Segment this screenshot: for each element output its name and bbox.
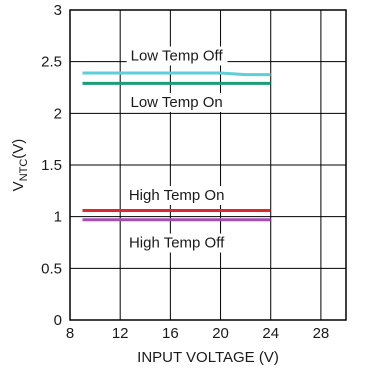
annotation-text-0: Low Temp Off bbox=[131, 47, 224, 64]
x-tick-label-0: 8 bbox=[66, 325, 74, 342]
y-tick-label-5: 2.5 bbox=[41, 54, 62, 71]
series-lines bbox=[82, 71, 271, 222]
x-tick-label-2: 16 bbox=[162, 325, 179, 342]
y-tick-label-6: 3 bbox=[54, 2, 62, 19]
x-tick-labels: 8 12 16 20 24 28 bbox=[66, 325, 329, 342]
y-axis-label: VNTC(V) bbox=[10, 139, 30, 192]
x-axis-label: INPUT VOLTAGE (V) bbox=[137, 349, 279, 366]
y-tick-label-3: 1.5 bbox=[41, 157, 62, 174]
annotations: Low Temp Off Low Temp On High Temp On High … bbox=[124, 46, 230, 253]
y-axis-label-suffix: (V) bbox=[10, 139, 27, 159]
y-axis-label-sub: NTC bbox=[18, 159, 30, 182]
y-tick-label-0: 0 bbox=[54, 312, 62, 329]
y-tick-labels: 0 0.5 1 1.5 2 2.5 3 bbox=[41, 2, 62, 329]
x-tick-label-5: 28 bbox=[313, 325, 330, 342]
series-line-0 bbox=[82, 71, 271, 77]
x-tick-label-3: 20 bbox=[212, 325, 229, 342]
annotation-2: High Temp On bbox=[124, 185, 229, 205]
y-tick-label-1: 0.5 bbox=[41, 260, 62, 277]
annotation-bg-3 bbox=[124, 233, 230, 253]
x-tick-label-4: 24 bbox=[262, 325, 279, 342]
y-axis-label-main: V bbox=[10, 181, 27, 191]
annotation-text-1: Low Temp On bbox=[130, 94, 222, 111]
y-tick-label-4: 2 bbox=[54, 105, 62, 122]
annotation-3: High Temp Off bbox=[124, 233, 230, 253]
annotation-1: Low Temp On bbox=[126, 92, 227, 112]
annotation-bg-2 bbox=[124, 185, 229, 205]
annotation-text-2: High Temp On bbox=[129, 187, 225, 204]
y-tick-label-2: 1 bbox=[54, 209, 62, 226]
plot-frame bbox=[69, 9, 347, 321]
x-tick-label-1: 12 bbox=[112, 325, 129, 342]
annotation-bg-1 bbox=[126, 92, 227, 112]
annotation-bg-0 bbox=[126, 46, 228, 66]
annotation-0: Low Temp Off bbox=[126, 46, 228, 66]
annotation-text-3: High Temp Off bbox=[129, 235, 225, 252]
